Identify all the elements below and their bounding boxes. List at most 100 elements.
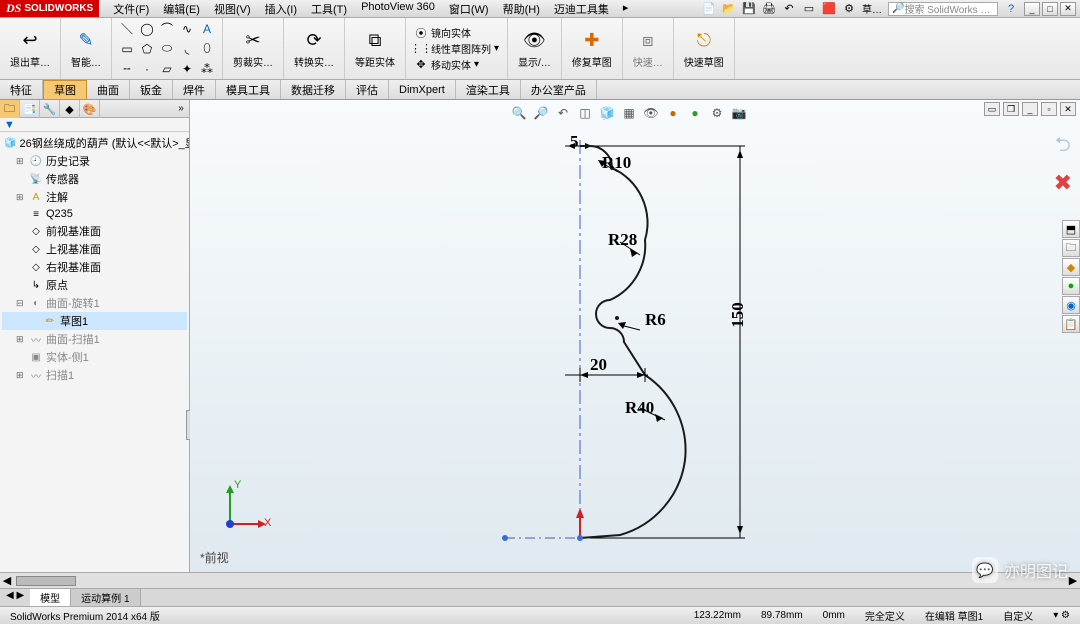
text-tool-icon[interactable]: A <box>198 20 216 38</box>
tree-root[interactable]: 🧊26钢丝绕成的葫芦 (默认<<默认>_显示 <box>2 134 187 152</box>
exit-sketch-button[interactable]: ↩ 退出草… <box>6 26 54 71</box>
tree-body[interactable]: ▣实体-侧1 <box>2 348 187 366</box>
circle-tool-icon[interactable]: ◯ <box>138 20 156 38</box>
display-style-icon[interactable]: ▦ <box>620 104 638 122</box>
move-button[interactable]: ✥移动实体 ▾ <box>412 57 481 72</box>
tab-render[interactable]: 渲染工具 <box>456 80 521 99</box>
menu-more[interactable]: ▸ <box>617 0 635 18</box>
dim-r6[interactable]: R6 <box>645 310 666 330</box>
vp-close-button[interactable]: ✕ <box>1060 102 1076 116</box>
line-tool-icon[interactable]: ＼ <box>118 20 136 38</box>
tree-annot[interactable]: ⊞A注解 <box>2 188 187 206</box>
trim-button[interactable]: ✂ 剪裁实… <box>229 26 277 71</box>
tab-sheetmetal[interactable]: 钣金 <box>130 80 173 99</box>
appearance-icon[interactable]: ● <box>664 104 682 122</box>
hide-show-icon[interactable]: 👁 <box>642 104 660 122</box>
filter-bar[interactable]: ▼ <box>0 118 189 132</box>
capture-icon[interactable]: 📷 <box>730 104 748 122</box>
tree-sensors[interactable]: 📡传感器 <box>2 170 187 188</box>
repair-button[interactable]: ✚ 修复草图 <box>568 26 616 71</box>
confirm-cancel-icon[interactable]: ✖ <box>1054 170 1072 196</box>
tab-eval[interactable]: 评估 <box>346 80 389 99</box>
dim-r40[interactable]: R40 <box>625 398 654 418</box>
plane-tool-icon[interactable]: ▱ <box>158 60 176 78</box>
tab-weldment[interactable]: 焊件 <box>173 80 216 99</box>
section-icon[interactable]: ◫ <box>576 104 594 122</box>
dim-r28[interactable]: R28 <box>608 230 637 250</box>
minimize-button[interactable]: _ <box>1024 2 1040 16</box>
confirm-ok-icon[interactable]: ⮌ <box>1055 130 1071 164</box>
tree-right-plane[interactable]: ◇右视基准面 <box>2 258 187 276</box>
tree-front-plane[interactable]: ◇前视基准面 <box>2 222 187 240</box>
open-icon[interactable]: 📂 <box>722 2 736 16</box>
dim-r10[interactable]: R10 <box>602 153 631 173</box>
scene-icon[interactable]: ● <box>686 104 704 122</box>
tree-sketch1[interactable]: ✏草图1 <box>2 312 187 330</box>
prev-view-icon[interactable]: ↶ <box>554 104 572 122</box>
vp-restore-button[interactable]: ❐ <box>1003 102 1019 116</box>
tab-surface[interactable]: 曲面 <box>87 80 130 99</box>
menu-window[interactable]: 窗口(W) <box>443 0 495 18</box>
save-icon[interactable]: 💾 <box>742 2 756 16</box>
quick2-button[interactable]: ⎋ 快速草图 <box>680 26 728 71</box>
tree-origin[interactable]: ↳原点 <box>2 276 187 294</box>
rebuild-icon[interactable]: 🟥 <box>822 2 836 16</box>
smart-dim-button[interactable]: ✎ 智能… <box>67 26 105 71</box>
arc-tool-icon[interactable]: ⌒ <box>158 20 176 38</box>
slot-tool-icon[interactable]: ⬯ <box>198 40 216 58</box>
tab-features[interactable]: 特征 <box>0 80 43 99</box>
point-tool-icon[interactable]: · <box>138 60 156 78</box>
help-icon[interactable]: ? <box>1004 2 1018 16</box>
side-tab-tree[interactable]: 🗀 <box>0 100 20 118</box>
rb-6[interactable]: 📋 <box>1062 315 1080 333</box>
new-icon[interactable]: 📄 <box>702 2 716 16</box>
polygon-tool-icon[interactable]: ⬠ <box>138 40 156 58</box>
menu-file[interactable]: 文件(F) <box>107 0 155 18</box>
rb-3[interactable]: ◆ <box>1062 258 1080 276</box>
side-tab-appear[interactable]: 🎨 <box>80 100 100 118</box>
status-more[interactable]: ▾ ⚙ <box>1049 610 1074 621</box>
dim-20[interactable]: 20 <box>590 355 607 375</box>
tree-revolve[interactable]: ⊟◐曲面-旋转1 <box>2 294 187 312</box>
tree-sweep[interactable]: ⊞〰曲面-扫描1 <box>2 330 187 348</box>
rect-tool-icon[interactable]: ▭ <box>118 40 136 58</box>
centerline-tool-icon[interactable]: ╌ <box>118 60 136 78</box>
ellipse-tool-icon[interactable]: ⬭ <box>158 40 176 58</box>
side-tab-display[interactable]: ◆ <box>60 100 80 118</box>
quick1-button[interactable]: ⧈ 快速… <box>629 26 667 71</box>
menu-view[interactable]: 视图(V) <box>208 0 257 18</box>
menu-maidi[interactable]: 迈迪工具集 <box>548 0 615 18</box>
menu-insert[interactable]: 插入(I) <box>259 0 303 18</box>
btab-nav[interactable]: ◀ ▶ <box>0 589 30 606</box>
print-icon[interactable]: 🖨 <box>762 2 776 16</box>
search-box[interactable]: 🔎 搜索 SolidWorks … <box>888 2 998 16</box>
menu-tools[interactable]: 工具(T) <box>305 0 353 18</box>
tab-datamig[interactable]: 数据迁移 <box>281 80 346 99</box>
side-collapse-button[interactable]: » <box>173 100 189 117</box>
view-orient-icon[interactable]: 🧊 <box>598 104 616 122</box>
side-tab-config[interactable]: 🔧 <box>40 100 60 118</box>
fillet-tool-icon[interactable]: ◟ <box>178 40 196 58</box>
menu-edit[interactable]: 编辑(E) <box>157 0 206 18</box>
zoom-fit-icon[interactable]: 🔍 <box>510 104 528 122</box>
rb-5[interactable]: ◉ <box>1062 296 1080 314</box>
status-custom[interactable]: 自定义 <box>999 608 1037 623</box>
setting-icon[interactable]: ⚙ <box>708 104 726 122</box>
close-button[interactable]: ✕ <box>1060 2 1076 16</box>
rb-2[interactable]: 🗀 <box>1062 239 1080 257</box>
misc-tool-icon[interactable]: ✦ <box>178 60 196 78</box>
btab-motion[interactable]: 运动算例 1 <box>71 589 140 606</box>
menu-photoview[interactable]: PhotoView 360 <box>355 0 441 18</box>
mirror-button[interactable]: ⦿镜向实体 <box>412 25 473 40</box>
viewport[interactable]: 🔍 🔎 ↶ ◫ 🧊 ▦ 👁 ● ● ⚙ 📷 ▭ ❐ _ ▫ ✕ ⮌ ✖ <box>190 100 1080 572</box>
tab-mold[interactable]: 模具工具 <box>216 80 281 99</box>
select-icon[interactable]: ▭ <box>802 2 816 16</box>
dim-150[interactable]: 150 <box>728 302 748 328</box>
dim-5[interactable]: 5 <box>570 132 579 152</box>
tab-dimxpert[interactable]: DimXpert <box>389 80 456 99</box>
linear-pattern-button[interactable]: ⋮⋮线性草图阵列 ▾ <box>412 41 501 56</box>
tab-office[interactable]: 办公室产品 <box>521 80 597 99</box>
vp-more-button[interactable]: ▫ <box>1041 102 1057 116</box>
zoom-area-icon[interactable]: 🔎 <box>532 104 550 122</box>
maximize-button[interactable]: □ <box>1042 2 1058 16</box>
